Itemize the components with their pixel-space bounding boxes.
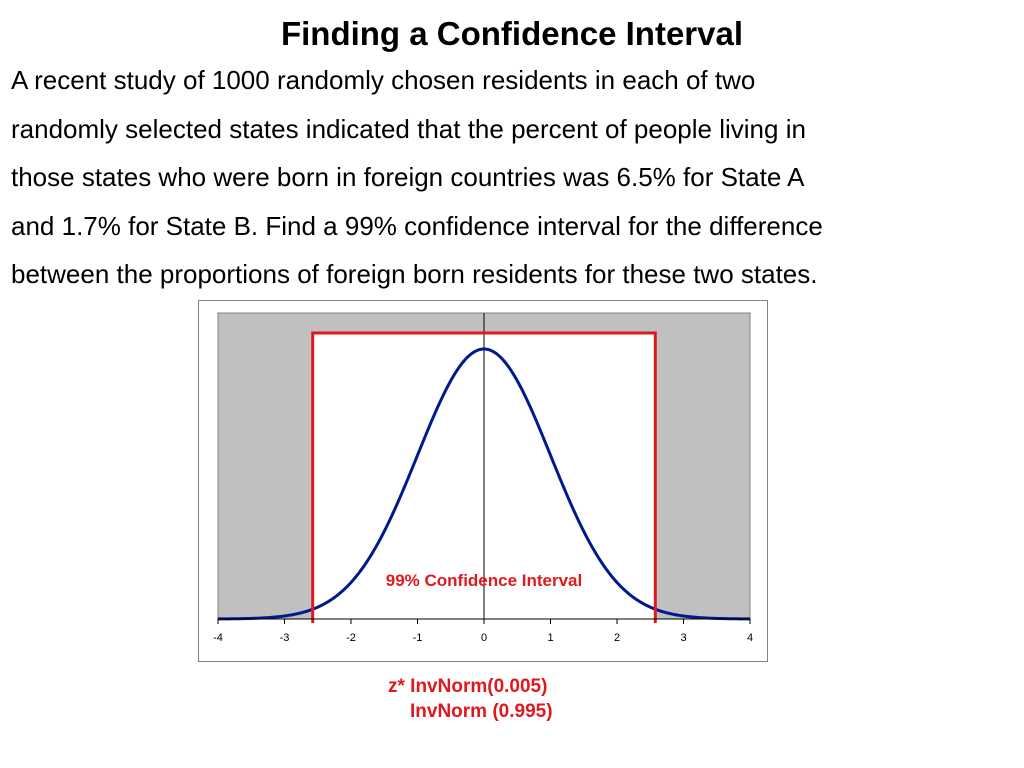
interval-bracket — [311, 331, 657, 623]
x-tick-label: 1 — [547, 632, 553, 644]
critical-value-formula: z* InvNorm(0.005) InvNorm (0.995) — [388, 674, 553, 724]
x-tick-label: -4 — [213, 632, 223, 644]
problem-line: those states who were born in foreign co… — [11, 162, 805, 192]
x-tick-label: -2 — [346, 632, 356, 644]
formula-line: InvNorm (0.995) — [410, 701, 553, 722]
formula-line: z* InvNorm(0.005) — [388, 676, 548, 697]
x-tick-label: -1 — [413, 632, 423, 644]
x-tick-label: 4 — [747, 632, 753, 644]
problem-line: A recent study of 1000 randomly chosen r… — [11, 65, 756, 95]
x-tick-label: 2 — [614, 632, 620, 644]
problem-line: randomly selected states indicated that … — [11, 113, 806, 144]
normal-curve-chart: -4 -3 -2 -1 0 1 2 3 4 99% Confidence Interval — [198, 300, 768, 662]
interval-annotation: 99% Confidence Interval — [386, 571, 583, 590]
x-ticks: -4 -3 -2 -1 0 1 2 3 4 — [213, 619, 753, 644]
problem-line: and 1.7% for State B. Find a 99% confide… — [11, 210, 823, 241]
x-tick-label: 0 — [481, 632, 487, 644]
x-tick-label: -3 — [280, 632, 290, 644]
slide-title: Finding a Confidence Interval — [280, 15, 744, 52]
chart-svg: -4 -3 -2 -1 0 1 2 3 4 99% Confidence Interval — [213, 312, 753, 644]
x-tick-label: 3 — [680, 632, 686, 644]
density-curve — [217, 347, 751, 621]
problem-line: between the proportions of foreign born … — [11, 259, 818, 289]
problem-statement: A recent study of 1000 randomly chosen r… — [11, 56, 1016, 299]
